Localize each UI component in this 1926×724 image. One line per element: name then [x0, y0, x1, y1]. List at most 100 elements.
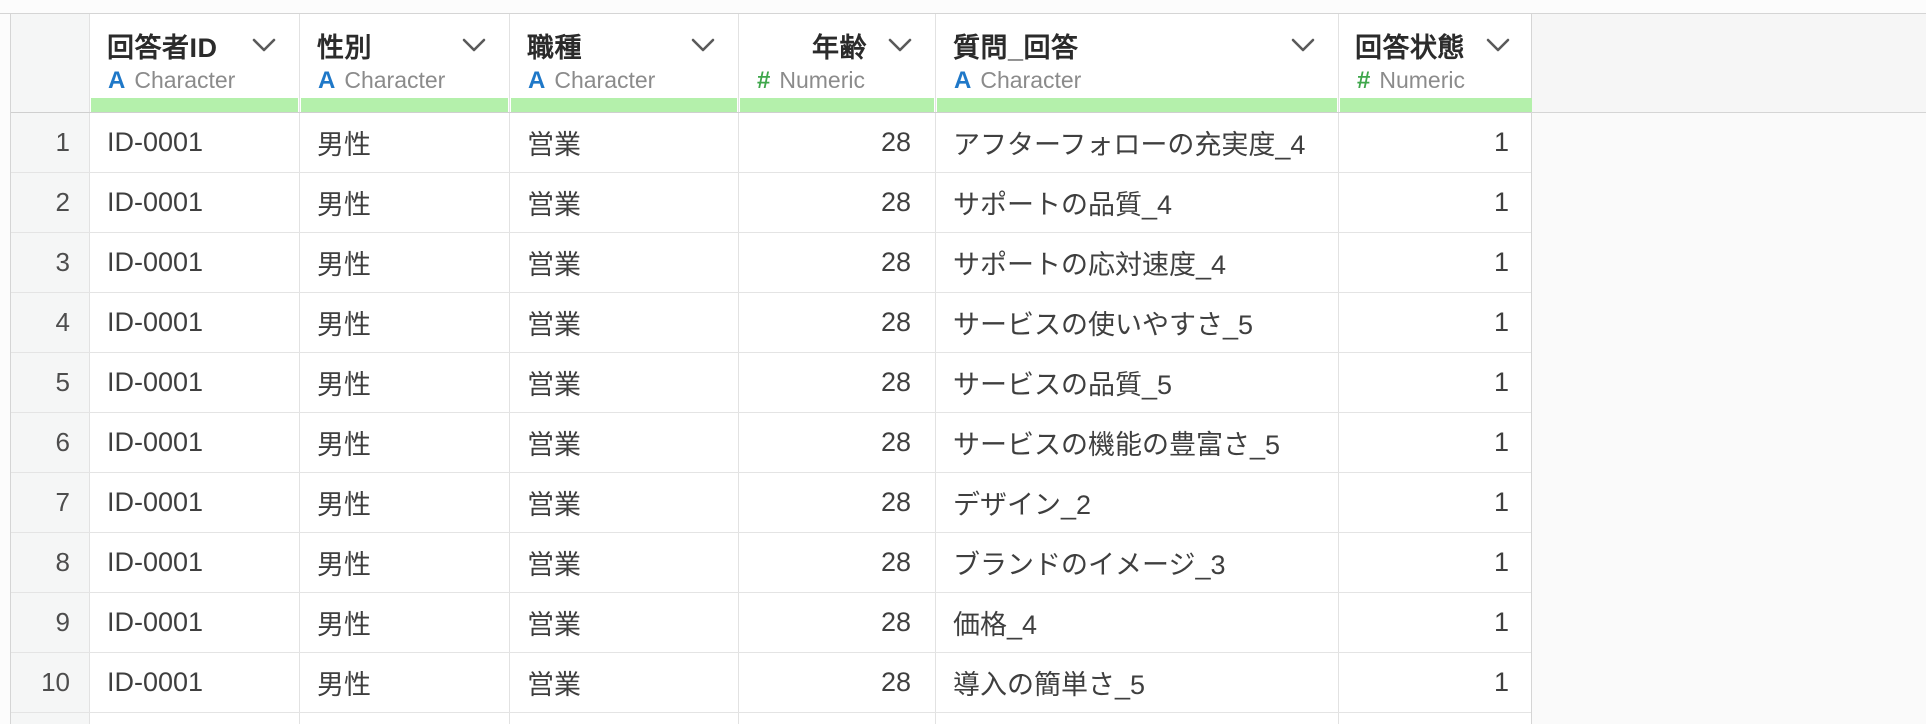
column-type: # Numeric [1339, 67, 1533, 94]
column-header[interactable]: 職種 A Character [510, 14, 739, 112]
type-label: Numeric [1379, 67, 1465, 93]
table-row: 6 ID-0001 男性 営業 28 サービスの機能の豊富さ_5 1 [11, 413, 1531, 473]
row-number: 5 [11, 353, 90, 412]
header-filler [1532, 14, 1926, 113]
column-title-row: 質問_回答 [936, 27, 1338, 63]
table-cell: 男性 [300, 353, 510, 412]
column-type: A Character [90, 67, 299, 94]
row-number: 9 [11, 593, 90, 652]
numeric-type-icon: # [1357, 66, 1371, 94]
row-number: 2 [11, 173, 90, 232]
table-cell: 男性 [300, 173, 510, 232]
column-type: A Character [510, 67, 738, 94]
chevron-down-icon[interactable] [251, 37, 277, 53]
column-title: 回答状態 [1355, 32, 1465, 63]
table-cell: 28 [739, 593, 936, 652]
column-header[interactable]: 質問_回答 A Character [936, 14, 1339, 112]
row-number: 8 [11, 533, 90, 592]
table-cell: 28 [739, 293, 936, 352]
table-row: 8 ID-0001 男性 営業 28 ブランドのイメージ_3 1 [11, 533, 1531, 593]
table-cell: ブランドのイメージ_3 [936, 533, 1339, 592]
column-accent-bar [740, 98, 934, 112]
table-cell [739, 713, 936, 724]
table-row: 3 ID-0001 男性 営業 28 サポートの応対速度_4 1 [11, 233, 1531, 293]
data-grid: 回答者ID A Character 性別 A Character 職種 [10, 14, 1532, 724]
table-cell: 1 [1493, 127, 1509, 157]
table-cell: ID-0001 [90, 233, 300, 292]
table-cell: ID-0001 [90, 473, 300, 532]
character-type-icon: A [318, 66, 336, 94]
table-cell: 28 [739, 473, 936, 532]
table-cell: 男性 [300, 113, 510, 172]
character-type-icon: A [954, 66, 972, 94]
grid-corner-cell [11, 14, 90, 112]
table-row: 5 ID-0001 男性 営業 28 サービスの品質_5 1 [11, 353, 1531, 413]
table-row: 10 ID-0001 男性 営業 28 導入の簡単さ_5 1 [11, 653, 1531, 713]
table-cell: 男性 [300, 593, 510, 652]
table-cell [1339, 713, 1533, 724]
table-row: 2 ID-0001 男性 営業 28 サポートの品質_4 1 [11, 173, 1531, 233]
column-header[interactable]: 回答状態 # Numeric [1339, 14, 1533, 112]
table-cell: デザイン_2 [936, 473, 1339, 532]
table-cell: ID-0001 [90, 653, 300, 712]
table-row: 9 ID-0001 男性 営業 28 価格_4 1 [11, 593, 1531, 653]
character-type-icon: A [528, 66, 546, 94]
table-cell: 価格_4 [936, 593, 1339, 652]
table-cell: 営業 [510, 653, 739, 712]
numeric-type-icon: # [757, 66, 771, 94]
table-cell [300, 713, 510, 724]
table-cell: 男性 [300, 413, 510, 472]
row-number: 6 [11, 413, 90, 472]
type-label: Character [554, 67, 656, 93]
table-cell: 1 [1493, 307, 1509, 337]
row-number: 7 [11, 473, 90, 532]
table-cell: ID-0001 [90, 353, 300, 412]
table-row: 7 ID-0001 男性 営業 28 デザイン_2 1 [11, 473, 1531, 533]
table-cell: 営業 [510, 473, 739, 532]
column-accent-bar [1340, 98, 1532, 112]
table-cell: サポートの応対速度_4 [936, 233, 1339, 292]
table-cell: 営業 [510, 353, 739, 412]
left-margin [0, 14, 10, 724]
column-title: 回答者ID [107, 32, 218, 63]
table-cell: 男性 [300, 293, 510, 352]
table-cell: 男性 [300, 233, 510, 292]
table-cell: 営業 [510, 593, 739, 652]
table-cell: ID-0001 [90, 113, 300, 172]
column-title: 年齢 [812, 32, 867, 63]
row-number: 10 [11, 653, 90, 712]
character-type-icon: A [108, 66, 126, 94]
table-cell: 28 [739, 533, 936, 592]
type-label: Character [344, 67, 446, 93]
column-title: 職種 [527, 32, 582, 63]
table-cell: 28 [739, 653, 936, 712]
table-cell: 28 [739, 113, 936, 172]
table-cell: 営業 [510, 113, 739, 172]
type-label: Character [980, 67, 1082, 93]
table-cell [90, 713, 300, 724]
column-accent-bar [91, 98, 298, 112]
table-cell: 1 [1493, 547, 1509, 577]
table-cell: ID-0001 [90, 593, 300, 652]
table-cell [510, 713, 739, 724]
chevron-down-icon[interactable] [1290, 37, 1316, 53]
column-title-row: 年齢 [739, 27, 935, 63]
table-cell: 1 [1493, 247, 1509, 277]
table-cell: 営業 [510, 173, 739, 232]
table-cell: 1 [1493, 487, 1509, 517]
table-cell: ID-0001 [90, 413, 300, 472]
chevron-down-icon[interactable] [1485, 37, 1511, 53]
column-title-row: 回答状態 [1339, 27, 1533, 63]
table-cell: サービスの機能の豊富さ_5 [936, 413, 1339, 472]
column-type: # Numeric [739, 67, 935, 94]
column-header[interactable]: 年齢 # Numeric [739, 14, 936, 112]
table-cell: ID-0001 [90, 533, 300, 592]
table-cell: 1 [1493, 427, 1509, 457]
chevron-down-icon[interactable] [690, 37, 716, 53]
chevron-down-icon[interactable] [887, 37, 913, 53]
column-header[interactable]: 性別 A Character [300, 14, 510, 112]
chevron-down-icon[interactable] [461, 37, 487, 53]
data-grid-content: 回答者ID A Character 性別 A Character 職種 [0, 13, 1926, 724]
column-header[interactable]: 回答者ID A Character [90, 14, 300, 112]
table-row [11, 713, 1531, 724]
